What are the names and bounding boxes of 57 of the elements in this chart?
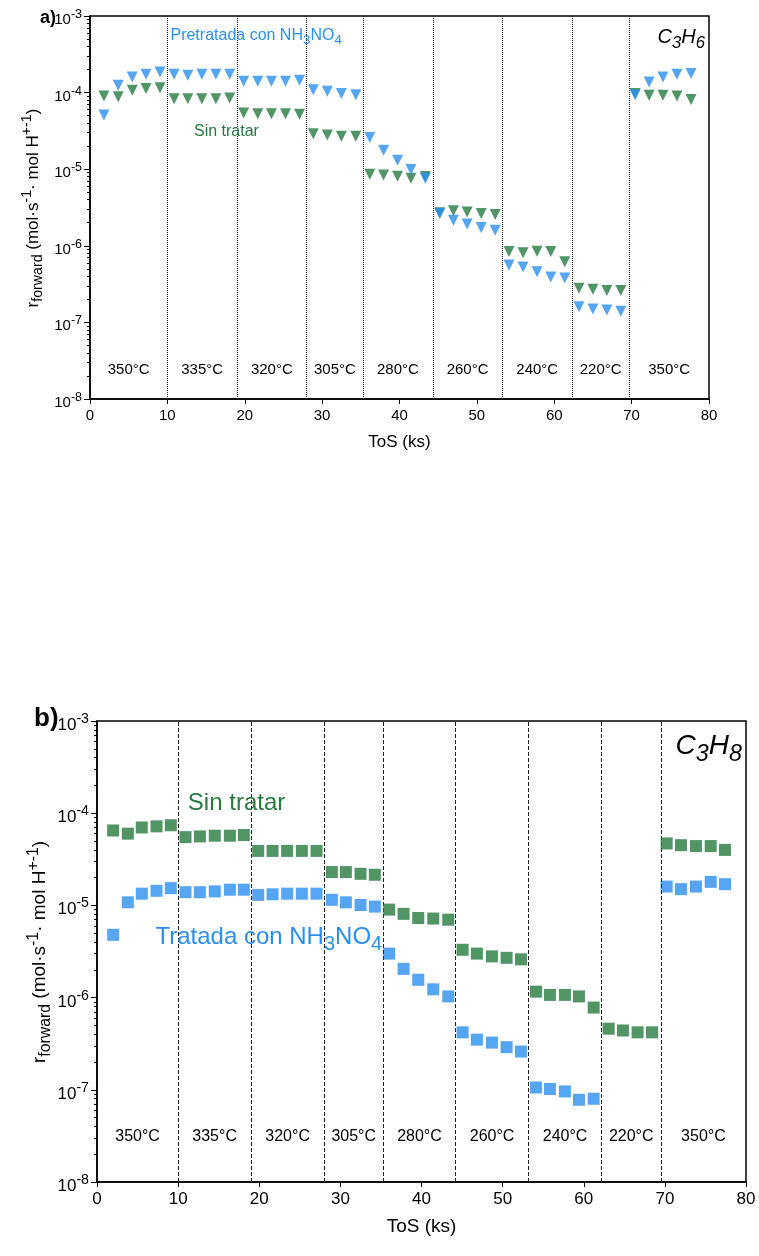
series-label: Sin tratar xyxy=(187,788,286,816)
y-tick-label: 10$^{-4}$ xyxy=(54,83,82,104)
x-tick-label: 80 xyxy=(700,406,718,423)
x-tick-label: 50 xyxy=(468,406,486,423)
annotation: 320°C xyxy=(250,359,293,377)
series-label: Pretratada con NH$_{3}$NO$_{4}$ xyxy=(170,26,342,48)
x-tick-label: 70 xyxy=(655,1189,675,1208)
annotation: 280°C xyxy=(397,1126,442,1144)
series-label: Sin tratar xyxy=(193,122,259,140)
annotation: 350°C xyxy=(115,1126,160,1144)
annotation: 305°C xyxy=(313,359,356,377)
x-tick-label: 40 xyxy=(391,406,408,423)
annotation: 280°C xyxy=(377,359,419,377)
annotation: C$_{3}$H$_{8}$ xyxy=(675,729,742,766)
annotation: 320°C xyxy=(265,1126,310,1144)
annotation: 260°C xyxy=(469,1126,515,1144)
x-axis-title: ToS (ks) xyxy=(368,432,431,451)
annotation: 305°C xyxy=(331,1126,377,1144)
x-tick-label: 80 xyxy=(736,1189,756,1208)
y-tick-label: 10$^{-6}$ xyxy=(57,986,89,1011)
x-tick-label: 30 xyxy=(313,406,331,423)
x-tick-label: 30 xyxy=(330,1189,350,1208)
x-tick-label: 60 xyxy=(545,406,563,423)
y-tick-label: 10$^{-5}$ xyxy=(57,894,89,919)
y-tick-label: 10$^{-3}$ xyxy=(54,6,82,27)
x-tick-label: 20 xyxy=(236,406,254,423)
y-tick-label: 10$^{-6}$ xyxy=(54,236,82,257)
annotation: 350°C xyxy=(681,1126,726,1144)
annotation: 240°C xyxy=(542,1126,588,1144)
x-tick-label: 0 xyxy=(92,1189,102,1208)
y-tick-label: 10$^{-8}$ xyxy=(54,389,82,410)
x-tick-label: 0 xyxy=(85,406,95,423)
annotation: 335°C xyxy=(192,1126,237,1144)
x-tick-label: 60 xyxy=(574,1189,594,1208)
x-tick-label: 10 xyxy=(159,406,176,423)
x-tick-label: 10 xyxy=(168,1189,188,1208)
annotation: 220°C xyxy=(579,359,622,377)
annotation: 335°C xyxy=(181,359,224,377)
annotation: 260°C xyxy=(446,359,489,377)
x-tick-label: 70 xyxy=(623,406,640,423)
x-tick-label: 20 xyxy=(249,1189,269,1208)
x-tick-label: 50 xyxy=(493,1189,513,1208)
y-tick-label: 10$^{-8}$ xyxy=(57,1171,89,1195)
y-tick-label: 10$^{-7}$ xyxy=(57,1079,89,1103)
x-axis-title: ToS (ks) xyxy=(386,1215,457,1236)
annotation: C$_{3}$H$_{6}$ xyxy=(657,25,705,52)
annotation: 220°C xyxy=(608,1126,654,1144)
annotation: 350°C xyxy=(648,359,691,377)
series-label: Tratada con NH$_{3}$NO$_{4}$ xyxy=(155,921,383,954)
y-tick-label: 10$^{-7}$ xyxy=(54,313,82,334)
annotation: 240°C xyxy=(516,359,559,377)
chart-title: b) xyxy=(34,702,59,732)
y-tick-label: 10$^{-4}$ xyxy=(57,802,89,827)
y-tick-label: 10$^{-3}$ xyxy=(57,710,89,734)
y-tick-label: 10$^{-5}$ xyxy=(54,160,82,181)
x-tick-label: 40 xyxy=(412,1189,431,1208)
annotation: 350°C xyxy=(107,359,150,377)
